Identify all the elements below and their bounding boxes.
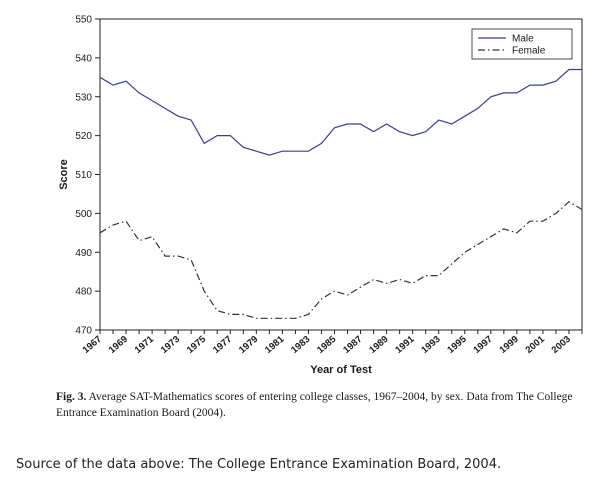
y-tick-label: 540 <box>75 53 92 64</box>
x-tick-label: 1997 <box>471 334 494 356</box>
y-tick-label: 490 <box>75 248 92 259</box>
series-line-female <box>99 200 583 319</box>
y-tick-label: 530 <box>75 92 92 103</box>
legend-label-male: Male <box>512 34 534 45</box>
caption-label: Fig. 3. <box>56 391 87 403</box>
legend-box <box>471 28 573 60</box>
y-tick-label: 550 <box>75 15 92 26</box>
x-tick-label: 1993 <box>419 334 442 356</box>
x-tick-label: 1991 <box>393 333 417 355</box>
x-tick-label: 1999 <box>498 334 521 356</box>
x-tick-label: 1969 <box>107 334 130 356</box>
figure-caption: Fig. 3. Average SAT-Mathematics scores o… <box>56 389 596 421</box>
x-tick-label: 1981 <box>263 333 287 355</box>
y-tick-label: 500 <box>75 209 92 220</box>
y-tick-label: 510 <box>75 170 92 181</box>
x-tick-label: 1995 <box>445 333 469 355</box>
caption-text: Average SAT-Mathematics scores of enteri… <box>56 391 573 419</box>
x-tick-label: 1983 <box>289 334 312 356</box>
x-axis-title: Year of Test <box>310 364 372 376</box>
y-axis-title: Score <box>58 159 70 190</box>
x-tick-label: 1971 <box>133 333 157 355</box>
x-tick-label: 2001 <box>524 333 548 355</box>
y-tick-label: 520 <box>75 131 92 142</box>
plot-frame <box>99 18 583 331</box>
x-tick-label: 1967 <box>81 334 104 356</box>
legend-label-female: Female <box>512 46 546 57</box>
x-tick-label: 1979 <box>237 334 260 356</box>
x-tick-label: 1973 <box>159 334 182 356</box>
x-tick-label: 1989 <box>367 334 390 356</box>
x-tick-label: 1977 <box>211 334 234 356</box>
x-tick-label: 2003 <box>550 334 573 356</box>
source-note: Source of the data above: The College En… <box>16 457 502 472</box>
y-tick-label: 480 <box>75 287 92 298</box>
series-line-male <box>99 68 582 156</box>
x-tick-label: 1975 <box>185 333 209 355</box>
y-tick-label: 470 <box>75 326 92 337</box>
x-tick-label: 1987 <box>341 334 364 356</box>
x-tick-label: 1985 <box>315 333 339 355</box>
